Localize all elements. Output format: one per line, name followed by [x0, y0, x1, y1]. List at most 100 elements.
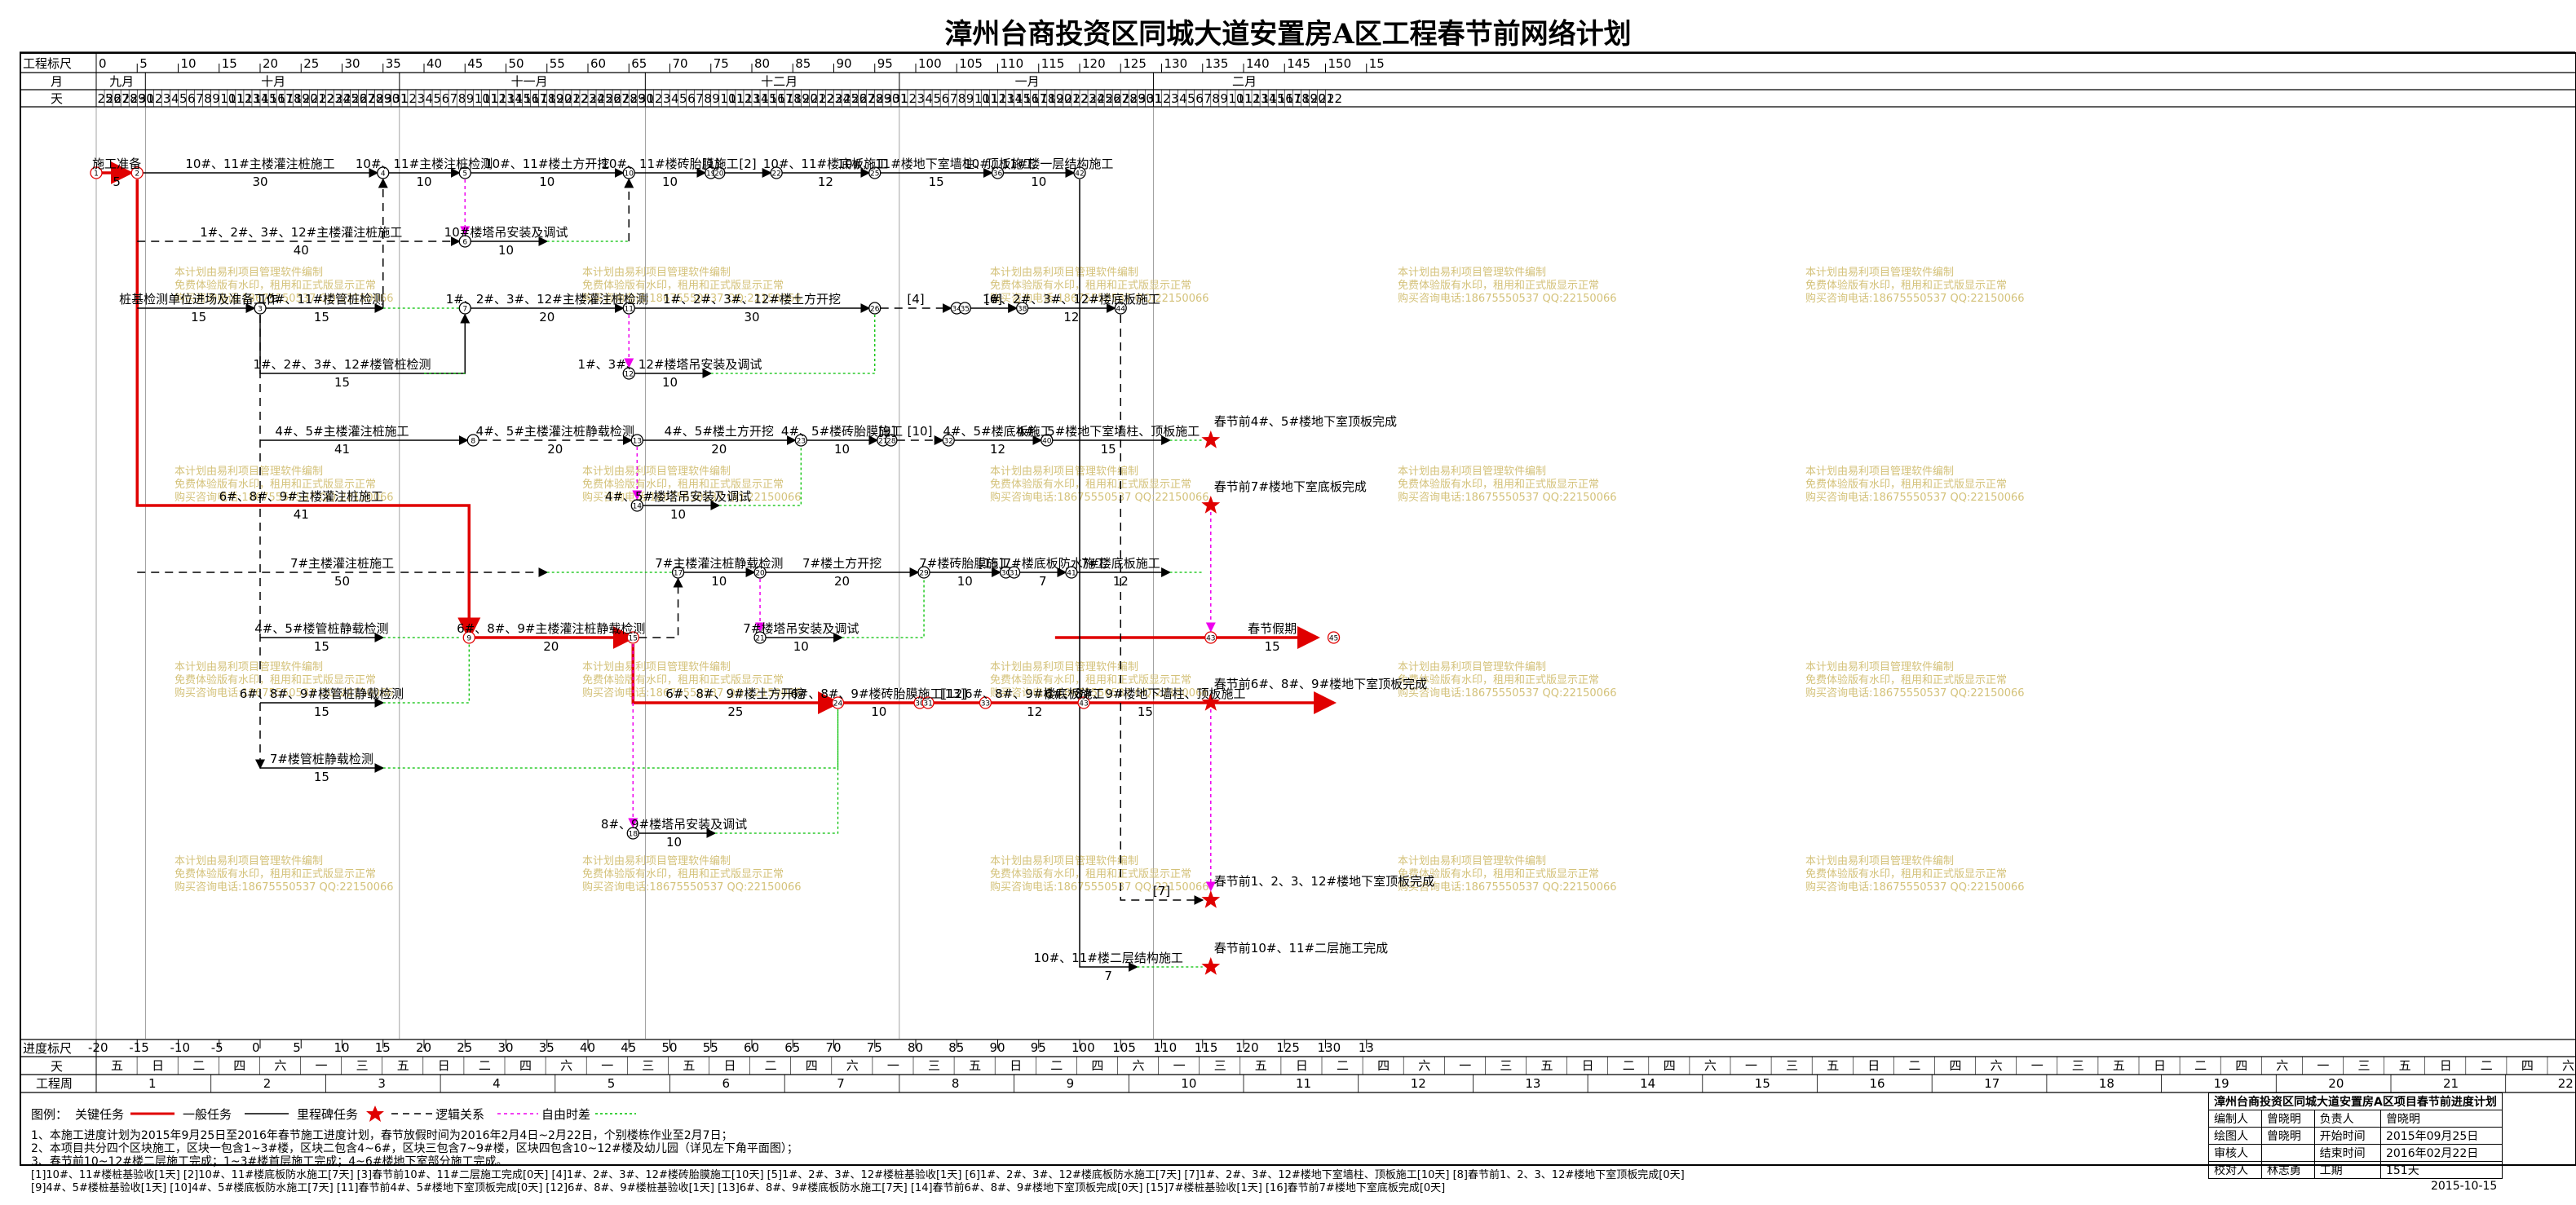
- network-node: [1016, 302, 1029, 315]
- info-cell: 曾晓明: [2260, 1110, 2315, 1128]
- activity-label: 4#、5#主楼灌注桩静载检测: [476, 424, 634, 439]
- weekday-cell: 六: [1991, 1058, 2003, 1073]
- progress-tick-label: 15: [375, 1040, 391, 1055]
- day-cell: 3: [917, 91, 926, 106]
- weekday-cell: 四: [519, 1058, 532, 1073]
- activity-label: 1#、3#、12#楼塔吊安装及调试: [578, 357, 762, 372]
- activity-label: 6#、8#、9#楼底板施工: [965, 686, 1104, 701]
- day-cell: 15: [262, 91, 277, 106]
- day-cell: 16: [1278, 91, 1293, 106]
- activity-duration: 40: [294, 243, 309, 258]
- network-node: [1007, 566, 1021, 579]
- network-node: [1065, 566, 1078, 579]
- day-cell: 28: [622, 91, 638, 106]
- watermark-text: 本计划由易利项目管理软件编制: [175, 855, 323, 867]
- day-cell: 2: [409, 91, 417, 106]
- activity-label: 4#、5#楼管桩静载检测: [254, 621, 388, 636]
- week-cell: 11: [1296, 1076, 1311, 1091]
- activity-label: 8#、9#楼塔吊安装及调试: [601, 817, 747, 832]
- watermark-text: 本计划由易利项目管理软件编制: [990, 466, 1138, 478]
- day-cell: 16: [524, 91, 539, 106]
- day-cell: 27: [859, 91, 875, 106]
- network-node: [979, 696, 992, 709]
- network-node: [868, 166, 881, 179]
- progress-tick-label: 45: [621, 1040, 636, 1055]
- day-cell: 9: [466, 91, 475, 106]
- activity-duration: 20: [539, 310, 555, 324]
- note-3: 3、春节前10~12#楼二层施工完成；1~3#楼首层施工完成；4~6#楼地下室部…: [31, 1155, 508, 1168]
- day-cell: 9: [1220, 91, 1228, 106]
- network-node-number: 21: [755, 635, 764, 643]
- network-node-number: 38: [1018, 306, 1027, 314]
- watermark-text: 免费体验版有水印，租用和正式版显示正常: [990, 279, 1191, 292]
- day-cell: 8: [1212, 91, 1220, 106]
- info-cell: 开始时间: [2313, 1127, 2381, 1145]
- week-cell: 9: [1067, 1076, 1075, 1091]
- info-cell: 负责人: [2313, 1110, 2381, 1128]
- scale-tick-label: 135: [1205, 56, 1229, 71]
- network-node-number: 6: [462, 239, 467, 247]
- day-cell: 23: [327, 91, 342, 106]
- network-node: [458, 302, 471, 315]
- activity-label: 10#楼塔吊安装及调试: [444, 225, 568, 240]
- progress-tick-label: 70: [826, 1040, 842, 1055]
- day-cell: 11: [983, 91, 998, 106]
- day-cell: 11: [483, 91, 498, 106]
- day-cell: 25: [98, 91, 113, 106]
- scale-tick-label: 90: [837, 56, 852, 71]
- day-cell: 19: [794, 91, 810, 106]
- network-node: [458, 166, 471, 179]
- info-cell: 编制人: [2208, 1110, 2262, 1128]
- activity-label: 10#、11#主楼灌注桩施工: [185, 157, 334, 171]
- weekday-cell: 一: [887, 1058, 899, 1073]
- scale-tick-label: 140: [1246, 56, 1270, 71]
- watermark-text: 购买咨询电话:18675550537 QQ:22150066: [1398, 491, 1617, 504]
- week-cell: 16: [1870, 1076, 1885, 1091]
- day-cell: 23: [581, 91, 596, 106]
- day-cell: 13: [245, 91, 260, 106]
- week-cell: 19: [2214, 1076, 2229, 1091]
- watermark-text: 免费体验版有水印，租用和正式版显示正常: [1805, 478, 2007, 491]
- activity-label: 6#、8#、9#楼地下墙柱、顶板施工: [1045, 686, 1245, 701]
- day-cell: 4: [171, 91, 179, 106]
- day-cell: 31: [392, 91, 408, 106]
- network-node-number: 19: [706, 170, 716, 179]
- weekday-cell: 二: [479, 1058, 491, 1073]
- weekday-cell: 三: [2072, 1058, 2084, 1073]
- activity-duration: 20: [547, 442, 563, 457]
- day-cell: 27: [114, 91, 130, 106]
- day-cell: 15: [1015, 91, 1031, 106]
- weekday-cell: 六: [1418, 1058, 1430, 1073]
- activity-duration: 25: [727, 704, 743, 719]
- info-cell: 工期: [2313, 1161, 2381, 1179]
- day-cell: 12: [736, 91, 752, 106]
- activity-label: 10#、11#楼底板施工: [763, 157, 888, 171]
- legend-free-float: 自由时差: [541, 1107, 591, 1122]
- day-cell: 19: [1048, 91, 1063, 106]
- week-cell: 21: [2443, 1076, 2459, 1091]
- network-node-number: 7: [462, 306, 467, 314]
- watermark-text: 购买咨询电话:18675550537 QQ:22150066: [582, 686, 802, 700]
- day-cell: 15: [515, 91, 531, 106]
- milestone-label: 春节前10#、11#二层施工完成: [1214, 941, 1388, 956]
- activity-duration: 15: [314, 639, 329, 654]
- watermark-text: 本计划由易利项目管理软件编制: [990, 855, 1138, 867]
- progress-tick-label: 50: [662, 1040, 678, 1055]
- day-cell: 11: [728, 91, 744, 106]
- info-cell: 结束时间: [2313, 1144, 2381, 1162]
- day-cell: 17: [1286, 91, 1301, 106]
- scale-tick-label: 130: [1164, 56, 1188, 71]
- legend-key-task: 关键任务: [75, 1107, 125, 1122]
- activity-label: [9]: [878, 424, 895, 439]
- day-cell: 4: [1179, 91, 1187, 106]
- activity-duration: 30: [744, 310, 759, 324]
- network-node: [462, 631, 475, 644]
- network-node-number: 44: [1116, 306, 1126, 314]
- day-cell: 21: [1319, 91, 1334, 106]
- day-cell: 2: [908, 91, 917, 106]
- watermark-text: 本计划由易利项目管理软件编制: [1805, 466, 1954, 478]
- weekday-cell: 一: [1173, 1058, 1186, 1073]
- activity-label: 1#、2#、3#、12#主楼灌注桩检测: [446, 292, 648, 307]
- day-cell: 24: [335, 91, 351, 106]
- activity-label: 施工准备: [92, 157, 141, 171]
